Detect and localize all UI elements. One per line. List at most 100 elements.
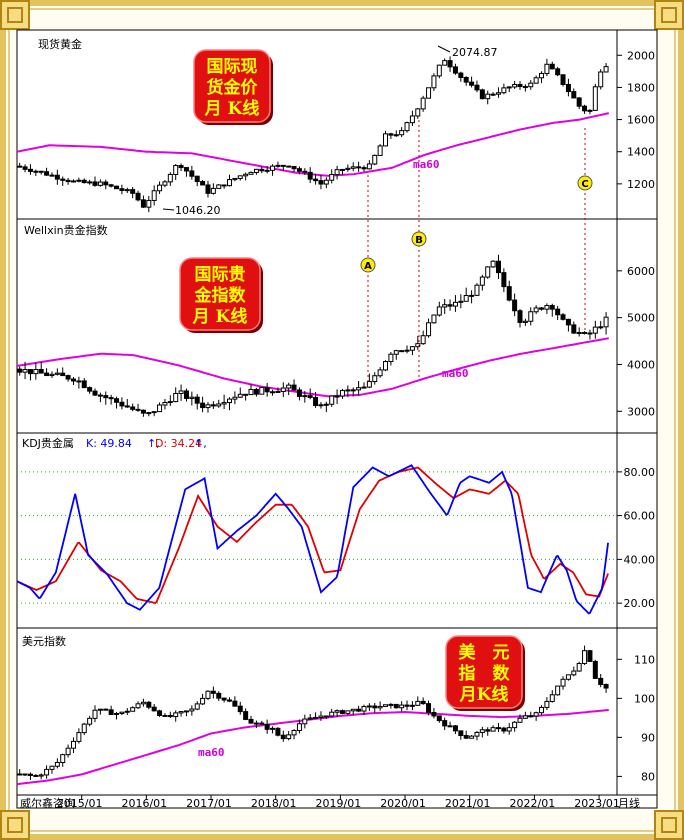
candle-body <box>173 392 179 403</box>
candle-body <box>70 180 76 183</box>
candle-body <box>592 660 598 679</box>
ma60-label-gold: ma60 <box>413 158 440 171</box>
candle-body <box>383 361 389 371</box>
candle-body <box>479 89 485 100</box>
candle-body <box>264 387 270 393</box>
ma60-line <box>16 709 609 786</box>
candle-body <box>512 721 518 729</box>
candle-body <box>393 350 399 355</box>
candle-body <box>399 704 405 709</box>
candle-body <box>178 165 184 169</box>
candle-body <box>221 402 227 405</box>
candle-body <box>334 395 340 398</box>
candle-body <box>108 397 114 400</box>
candle-body <box>533 77 539 84</box>
candle-body <box>533 712 539 717</box>
y-tick-label: 2000 <box>627 49 655 62</box>
candle-body <box>114 398 120 403</box>
candle-body <box>383 133 389 147</box>
candle-body <box>307 171 313 180</box>
candle-body <box>259 722 265 725</box>
candle-body <box>592 86 598 111</box>
candle-body <box>22 773 28 776</box>
candle-body <box>70 378 76 382</box>
candle-body <box>140 199 146 208</box>
x-tick-label: 2020/01 <box>380 797 426 810</box>
ma60-label-dxy: ma60 <box>198 746 225 759</box>
candle-body <box>151 411 157 414</box>
kdj-legend-k: K: 49.84 <box>86 437 132 450</box>
candle-body <box>318 715 324 718</box>
candle-body <box>426 703 432 714</box>
candle-body <box>221 697 227 701</box>
x-tick-label: 2019/01 <box>316 797 362 810</box>
candle-body <box>442 720 448 727</box>
marker-b: B <box>411 231 427 247</box>
candle-body <box>130 406 136 410</box>
candle-body <box>114 712 120 715</box>
candle-body <box>173 712 179 718</box>
candle-body <box>431 712 437 717</box>
candle-body <box>49 174 55 177</box>
y-tick-label: 110 <box>634 653 655 666</box>
y-tick-label: 80 <box>641 770 655 783</box>
candle-body <box>76 732 82 742</box>
candle-body <box>582 650 588 665</box>
candle-body <box>539 307 545 310</box>
candle-body <box>162 714 168 717</box>
y-tick-label: 90 <box>641 731 655 744</box>
candle-body <box>522 320 528 323</box>
candle-body <box>463 76 469 83</box>
candle-body <box>409 704 415 707</box>
candle-body <box>17 368 23 373</box>
candle-body <box>151 706 157 712</box>
badge-dxy-line-1: 美 元 <box>459 642 510 663</box>
candle-body <box>603 683 609 689</box>
kdj-legend-d: D: 34.24 <box>155 437 202 450</box>
candle-body <box>178 390 184 394</box>
candle-body <box>420 97 426 110</box>
candle-body <box>302 718 308 725</box>
candle-body <box>270 391 276 394</box>
candle-body <box>286 384 292 389</box>
candle-body <box>205 404 211 409</box>
candle-body <box>22 166 28 170</box>
marker-c-label: C <box>581 179 588 190</box>
candle-body <box>81 380 87 389</box>
candle-body <box>420 700 426 705</box>
candle-body <box>506 286 512 301</box>
candle-body <box>399 350 405 353</box>
y-tick-label: 3000 <box>627 405 655 418</box>
y-tick-label: 1400 <box>627 146 655 159</box>
ma60-line <box>16 337 609 398</box>
candle-body <box>194 396 200 404</box>
ma60-label-index: ma60 <box>442 367 469 380</box>
candle-body <box>393 134 399 137</box>
candle-body <box>200 402 206 409</box>
candle-body <box>248 171 254 175</box>
candle-body <box>27 773 33 776</box>
candle-body <box>296 389 302 397</box>
candle-body <box>393 703 399 709</box>
dxy-candles <box>17 645 609 780</box>
candle-body <box>366 163 372 170</box>
candle-body <box>167 173 173 183</box>
candle-body <box>388 703 394 706</box>
candle-body <box>49 765 55 770</box>
candle-body <box>592 326 598 334</box>
candle-body <box>81 723 87 734</box>
candle-body <box>253 388 259 395</box>
gold-low-label: 1046.20 <box>175 204 221 217</box>
badge-gold-line-2: 货金价 <box>207 77 259 98</box>
candle-body <box>399 130 405 136</box>
candle-body <box>501 87 507 94</box>
kdj-d-line <box>16 466 609 604</box>
candle-body <box>194 703 200 710</box>
candle-body <box>469 294 475 297</box>
x-tick-labels: 2015/01 2016/01 2017/01 2018/01 2019/01 2020/… <box>57 795 620 810</box>
candle-body <box>522 86 528 89</box>
candle-body <box>598 326 604 329</box>
candle-body <box>356 166 362 169</box>
y-tick-label: 6000 <box>627 265 655 278</box>
badge-index-line-1: 国际贵 <box>195 264 246 285</box>
